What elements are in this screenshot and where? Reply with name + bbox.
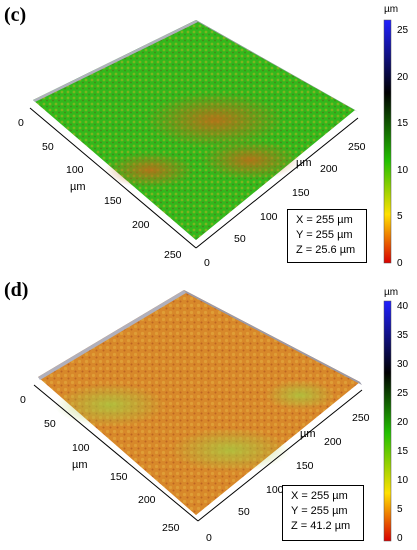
axis-unit-right: µm	[296, 157, 312, 169]
colorbar-tick: 25	[397, 25, 409, 36]
tick-label-left: 250	[164, 249, 182, 261]
tick-label-right: 150	[296, 460, 314, 472]
colorbar-tick: 0	[397, 258, 403, 269]
colorbar-tick: 40	[397, 301, 409, 312]
dimension-y: Y = 255 µm	[296, 229, 353, 241]
axis-line-right	[195, 117, 359, 249]
tick-label-right: 50	[234, 233, 246, 245]
tick-label-right: 0	[204, 257, 210, 269]
dimension-y: Y = 255 µm	[291, 505, 348, 517]
colorbar-tick: 25	[397, 388, 409, 399]
surface-edge	[184, 290, 362, 385]
axis-unit-left: µm	[72, 459, 88, 471]
colorbar-tick: 15	[397, 118, 409, 129]
dimension-info-box: X = 255 µm Y = 255 µm Z = 25.6 µm	[287, 209, 367, 263]
tick-label-right: 250	[348, 141, 366, 153]
dimension-x: X = 255 µm	[296, 214, 353, 226]
tick-label-left: 0	[20, 394, 26, 406]
panel-d: (d) 0	[0, 275, 417, 550]
colorbar-tick: 20	[397, 417, 409, 428]
tick-label-left: 0	[18, 117, 24, 129]
axis-line-right	[197, 389, 363, 522]
tick-label-left: 250	[162, 522, 180, 534]
panel-label: (d)	[4, 279, 29, 301]
tick-label-left: 200	[138, 494, 156, 506]
surface-patch	[265, 380, 335, 410]
axis-line-left	[29, 107, 197, 249]
colorbar-tick: 30	[397, 359, 409, 370]
surface-patch	[55, 383, 165, 427]
dimension-z: Z = 41.2 µm	[291, 520, 351, 532]
surface-patch	[145, 92, 285, 148]
dimension-x: X = 255 µm	[291, 490, 348, 502]
colorbar-tick: 15	[397, 446, 409, 457]
surface-plot: 0 50 100 150 200 250 µm 0 50 100 150 200…	[20, 287, 409, 544]
dimension-info-box: X = 255 µm Y = 255 µm Z = 41.2 µm	[282, 485, 364, 541]
tick-label-right: 150	[292, 187, 310, 199]
surface-plot: 0 50 100 150 200 250 µm 0 50 100 150 200…	[18, 4, 409, 269]
surface-edge	[33, 20, 198, 102]
dimension-z: Z = 25.6 µm	[296, 244, 356, 256]
tick-label-left: 50	[44, 418, 56, 430]
colorbar-tick: 35	[397, 330, 409, 341]
colorbar-tick: 5	[397, 211, 403, 222]
tick-label-left: 100	[66, 164, 84, 176]
axis-unit-right: µm	[300, 428, 316, 440]
colorbar	[383, 19, 392, 264]
tick-label-right: 50	[238, 506, 250, 518]
colorbar-tick: 10	[397, 475, 409, 486]
axis-line-left	[33, 384, 199, 522]
axis-unit-left: µm	[70, 181, 86, 193]
tick-label-left: 150	[104, 195, 122, 207]
colorbar-tick: 10	[397, 165, 409, 176]
tick-label-left: 200	[132, 219, 150, 231]
surface-edge	[38, 290, 186, 380]
tick-label-right: 200	[320, 163, 338, 175]
colorbar-unit: µm	[384, 287, 398, 298]
colorbar	[383, 300, 392, 542]
tick-label-right: 0	[206, 532, 212, 544]
tick-label-right: 100	[260, 211, 278, 223]
tick-label-right: 250	[352, 412, 370, 424]
tick-label-left: 100	[72, 442, 90, 454]
colorbar-tick: 20	[397, 72, 409, 83]
surface-patch	[105, 152, 195, 188]
surface-patch	[200, 140, 300, 180]
tick-label-left: 150	[110, 471, 128, 483]
panel-label: (c)	[4, 4, 27, 26]
tick-label-right: 200	[324, 436, 342, 448]
panel-c: (c)	[4, 4, 409, 269]
colorbar-tick: 5	[397, 504, 403, 515]
surface-patch	[170, 428, 290, 472]
surface-texture	[38, 290, 360, 515]
tick-label-right: 100	[266, 484, 284, 496]
colorbar-unit: µm	[384, 4, 398, 15]
colorbar-tick: 0	[397, 533, 403, 544]
surface-edge	[196, 20, 358, 112]
tick-label-left: 50	[42, 141, 54, 153]
